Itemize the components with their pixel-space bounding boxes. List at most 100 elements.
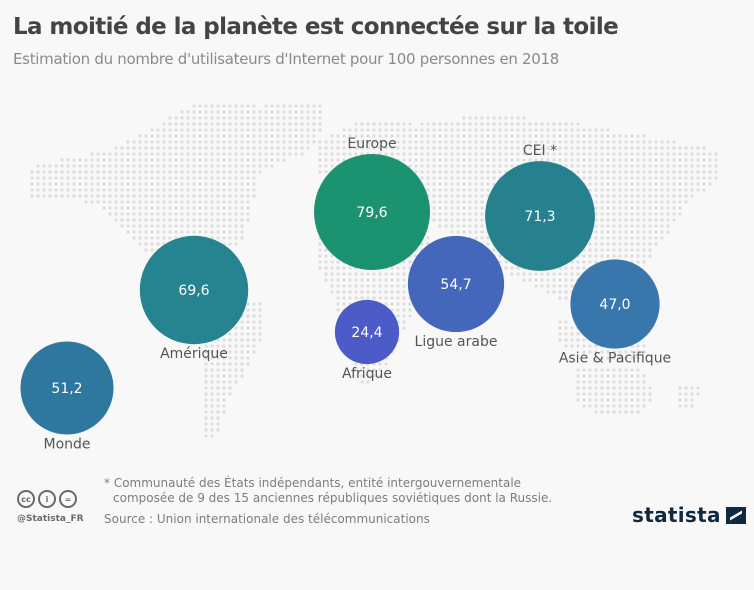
map-dot: [630, 236, 634, 240]
map-dot: [678, 206, 682, 210]
map-dot: [210, 140, 214, 144]
map-dot: [630, 356, 634, 360]
bubble-circle[interactable]: [334, 299, 400, 365]
map-dot: [600, 218, 604, 222]
map-dot: [168, 158, 172, 162]
map-dot: [174, 158, 178, 162]
map-dot: [576, 386, 580, 390]
map-dot: [216, 224, 220, 228]
map-dot: [618, 350, 622, 354]
map-dot: [138, 146, 142, 150]
map-dot: [336, 134, 340, 138]
map-dot: [612, 248, 616, 252]
map-dot: [660, 152, 664, 156]
map-dot: [318, 248, 322, 252]
map-dot: [666, 164, 670, 168]
bubble-circle[interactable]: [20, 341, 114, 435]
map-dot: [222, 230, 226, 234]
bubble-circle[interactable]: [407, 235, 505, 333]
map-dot: [546, 284, 550, 288]
map-dot: [228, 158, 232, 162]
map-dot: [144, 152, 148, 156]
map-dot: [516, 266, 520, 270]
bubble-circle[interactable]: [139, 235, 249, 345]
map-dot: [636, 374, 640, 378]
map-dot: [522, 152, 526, 156]
map-dot: [222, 194, 226, 198]
map-dot: [444, 146, 448, 150]
map-dot: [156, 140, 160, 144]
map-dot: [606, 356, 610, 360]
map-dot: [222, 134, 226, 138]
map-dot: [150, 194, 154, 198]
map-dot: [402, 326, 406, 330]
map-dot: [198, 110, 202, 114]
map-dot: [480, 176, 484, 180]
map-dot: [648, 170, 652, 174]
map-dot: [240, 104, 244, 108]
map-dot: [612, 140, 616, 144]
map-dot: [204, 404, 208, 408]
map-dot: [114, 212, 118, 216]
map-dot: [258, 302, 262, 306]
map-dot: [600, 404, 604, 408]
map-dot: [594, 182, 598, 186]
map-dot: [666, 158, 670, 162]
bubble-value-label: 51,2: [51, 381, 82, 397]
map-dot: [180, 212, 184, 216]
map-dot: [366, 296, 370, 300]
map-dot: [288, 146, 292, 150]
map-dot: [474, 158, 478, 162]
map-dot: [630, 152, 634, 156]
map-dot: [456, 194, 460, 198]
bubble-circle[interactable]: [570, 259, 660, 349]
map-dot: [498, 152, 502, 156]
map-dot: [498, 164, 502, 168]
map-dot: [312, 122, 316, 126]
map-dot: [600, 392, 604, 396]
statista-logo[interactable]: statista: [632, 503, 746, 527]
map-dot: [222, 110, 226, 114]
map-dot: [516, 158, 520, 162]
map-dot: [264, 152, 268, 156]
map-dot: [582, 128, 586, 132]
map-dot: [486, 140, 490, 144]
map-dot: [258, 110, 262, 114]
map-dot: [336, 140, 340, 144]
map-dot: [354, 296, 358, 300]
map-dot: [144, 194, 148, 198]
map-dot: [366, 134, 370, 138]
map-dot: [672, 188, 676, 192]
map-dot: [264, 104, 268, 108]
map-dot: [582, 152, 586, 156]
map-dot: [570, 260, 574, 264]
bubble-circle[interactable]: [485, 161, 595, 271]
map-dot: [480, 236, 484, 240]
map-dot: [504, 146, 508, 150]
map-dot: [600, 182, 604, 186]
chart-title: La moitié de la planète est connectée su…: [13, 14, 619, 40]
map-dot: [378, 140, 382, 144]
map-dot: [372, 272, 376, 276]
map-dot: [630, 386, 634, 390]
map-dot: [642, 140, 646, 144]
map-dot: [234, 368, 238, 372]
map-dot: [606, 380, 610, 384]
map-dot: [624, 170, 628, 174]
map-dot: [600, 374, 604, 378]
map-dot: [630, 350, 634, 354]
bubble-circle[interactable]: [314, 154, 430, 270]
map-dot: [624, 212, 628, 216]
map-dot: [270, 122, 274, 126]
map-dot: [246, 170, 250, 174]
map-dot: [630, 170, 634, 174]
map-dot: [468, 224, 472, 228]
map-dot: [228, 206, 232, 210]
